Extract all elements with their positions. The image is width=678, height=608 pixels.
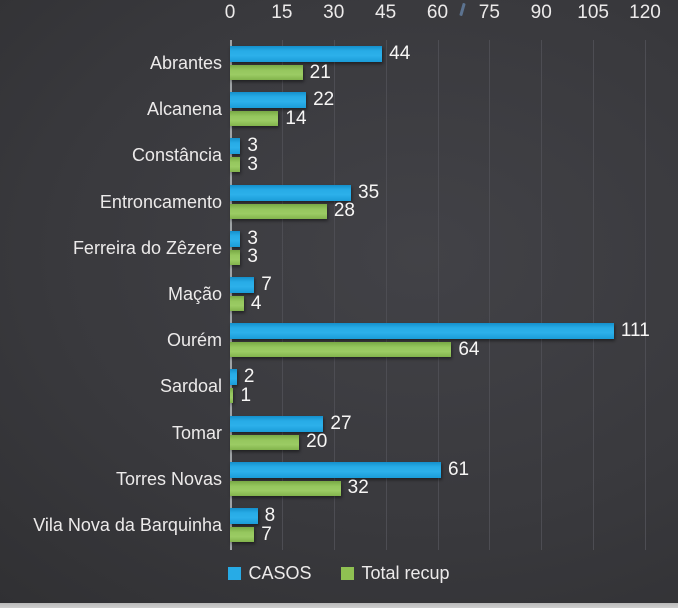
category-label: Sardoal [159, 376, 222, 397]
bar-recup [230, 203, 327, 219]
category-label: Tomar [171, 422, 222, 443]
x-tick-label: 0 [224, 2, 236, 23]
y-axis-line [230, 40, 232, 550]
x-tick-label: 105 [577, 2, 609, 23]
total-recup-swatch-icon [341, 566, 355, 580]
data-label: 22 [313, 89, 335, 111]
x-tick-label: 30 [323, 2, 345, 23]
data-label: 8 [264, 505, 276, 526]
legend-item-casos: CASOS [228, 563, 311, 584]
category-label: Vila Nova da Barquinha [33, 515, 222, 535]
bar-casos [230, 369, 237, 386]
bar-casos [230, 508, 258, 524]
data-label: 35 [358, 181, 380, 203]
bar-casos [230, 461, 441, 478]
gridline [385, 40, 387, 550]
gridline [437, 40, 439, 550]
gridline [281, 40, 283, 550]
data-label: 14 [285, 107, 307, 129]
gridline [541, 40, 543, 550]
gridline [333, 40, 335, 550]
data-label: 28 [333, 200, 355, 222]
category-label: Alcanena [146, 99, 222, 120]
data-label: 27 [330, 412, 352, 434]
legend-label-total-recup: Total recup [361, 562, 450, 583]
x-tick-label: 90 [530, 2, 552, 23]
data-label: 7 [261, 523, 272, 545]
legend-item-total-recup: Total recup [341, 562, 450, 584]
x-axis: 0 15 30 45 60 75 90 105 120 [225, 2, 678, 32]
x-tick-label: 75 [478, 2, 500, 23]
data-label: 3 [247, 153, 258, 175]
bar-recup [230, 434, 300, 450]
bar-casos [230, 184, 352, 201]
data-label: 3 [247, 246, 258, 268]
gridline [645, 40, 646, 550]
gridline [489, 40, 491, 550]
bar-recup [230, 111, 279, 127]
bar-recup [230, 388, 234, 404]
bar-recup [230, 157, 241, 173]
data-label: 44 [389, 43, 411, 64]
data-label: 64 [458, 338, 480, 360]
data-label: 3 [247, 227, 258, 249]
data-label: 32 [347, 477, 369, 499]
gridline [593, 40, 595, 550]
x-tick-label: 45 [375, 2, 397, 23]
bar-casos [230, 92, 307, 109]
bar-casos [230, 138, 241, 155]
category-label: Mação [167, 284, 222, 304]
x-tick-label: 15 [271, 2, 293, 23]
bar-casos [230, 323, 614, 340]
bar-casos [230, 46, 383, 62]
category-axis: Abrantes Alcanena Constância Entroncamento F… [0, 40, 222, 550]
bar-recup [230, 342, 452, 358]
data-label: 3 [247, 135, 258, 157]
category-label: Ferreira do Zêzere [72, 237, 222, 258]
bar-casos [230, 230, 241, 247]
bar-recup [230, 249, 241, 265]
category-label: Torres Novas [115, 468, 222, 489]
bar-casos [230, 277, 255, 293]
plot-area: 44 21 22 14 3 3 35 28 3 3 7 4 111 64 2 1 27 20 61 32 8 7 [230, 40, 678, 550]
bar-recup [230, 296, 244, 311]
legend: CASOS Total recup [0, 559, 678, 587]
category-label: Constância [131, 145, 222, 166]
data-label: 111 [620, 320, 650, 342]
category-label: Ourém [166, 330, 222, 351]
category-label: Entroncamento [99, 191, 222, 212]
casos-swatch-icon [228, 566, 242, 580]
legend-label-casos: CASOS [248, 562, 312, 583]
x-tick-label: 120 [629, 2, 661, 23]
bar-recup [230, 65, 303, 80]
bar-recup [230, 480, 341, 496]
bar-casos [230, 415, 324, 432]
data-label: 7 [261, 274, 272, 295]
slide-bottom-edge [0, 603, 678, 608]
data-label: 21 [309, 61, 331, 83]
bar-recup [230, 527, 255, 542]
data-label: 61 [447, 458, 470, 480]
data-label: 2 [243, 366, 255, 388]
data-label: 4 [250, 292, 262, 314]
category-label: Abrantes [149, 53, 222, 73]
data-label: 1 [240, 384, 252, 406]
data-label: 20 [306, 431, 328, 453]
x-tick-label: 60 [426, 2, 449, 23]
